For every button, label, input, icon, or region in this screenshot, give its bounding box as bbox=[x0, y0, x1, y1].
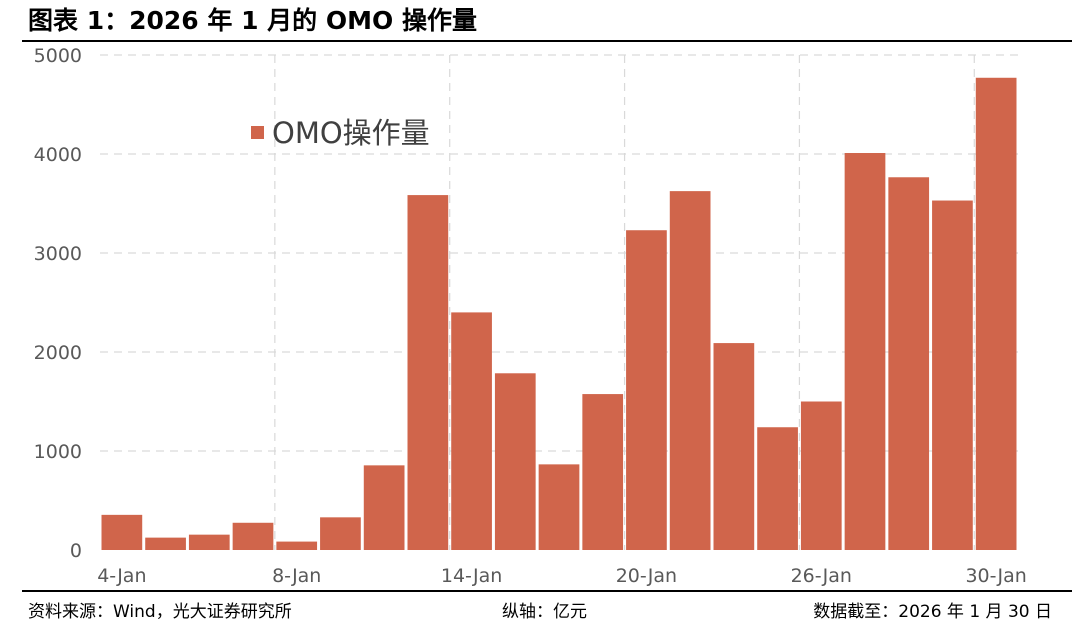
bar bbox=[451, 312, 492, 550]
y-axis-tick-labels: 0 1000 2000 3000 4000 5000 bbox=[34, 45, 82, 562]
bar bbox=[276, 541, 318, 550]
y-tick-label: 2000 bbox=[34, 342, 82, 364]
x-axis-tick-labels: 4-Jan 8-Jan 14-Jan 20-Jan 26-Jan 30-Jan bbox=[97, 565, 1027, 587]
bar bbox=[669, 191, 711, 550]
legend-label: OMO操作量 bbox=[272, 116, 430, 150]
bar-chart: 0 1000 2000 3000 4000 5000 4-Jan 8-Jan 14-Jan 20… bbox=[34, 45, 1027, 587]
bar bbox=[757, 427, 798, 550]
bar bbox=[844, 153, 886, 550]
bar bbox=[713, 343, 755, 550]
bar bbox=[582, 394, 624, 550]
y-tick-label: 4000 bbox=[34, 144, 82, 166]
bar bbox=[363, 465, 405, 550]
footer-divider bbox=[22, 590, 1072, 592]
legend: OMO操作量 bbox=[251, 116, 430, 150]
bar bbox=[232, 522, 274, 550]
bar bbox=[538, 464, 580, 550]
bar bbox=[626, 230, 667, 551]
bar bbox=[188, 534, 230, 550]
x-tick-label: 30-Jan bbox=[965, 565, 1026, 587]
bar bbox=[407, 195, 449, 550]
bar bbox=[888, 177, 930, 550]
bar bbox=[494, 373, 536, 550]
y-tick-label: 0 bbox=[70, 540, 82, 562]
gridlines bbox=[100, 54, 1018, 550]
source-note: 资料来源：Wind，光大证券研究所 bbox=[28, 602, 292, 622]
x-tick-label: 14-Jan bbox=[441, 565, 502, 587]
bar bbox=[101, 514, 143, 550]
x-tick-label: 26-Jan bbox=[791, 565, 852, 587]
bar bbox=[145, 537, 186, 550]
x-tick-label: 4-Jan bbox=[97, 565, 146, 587]
chart-title: 图表 1：2026 年 1 月的 OMO 操作量 bbox=[28, 6, 477, 35]
x-tick-label: 20-Jan bbox=[616, 565, 677, 587]
legend-swatch bbox=[251, 126, 264, 139]
data-date-note: 数据截至：2026 年 1 月 30 日 bbox=[813, 602, 1052, 622]
bar bbox=[320, 517, 361, 550]
bar-series bbox=[101, 77, 1017, 551]
y-tick-label: 3000 bbox=[34, 243, 82, 265]
y-tick-label: 5000 bbox=[34, 45, 82, 67]
title-divider bbox=[22, 40, 1072, 42]
bar bbox=[932, 200, 973, 550]
axis-unit-note: 纵轴：亿元 bbox=[502, 602, 587, 622]
x-tick-label: 8-Jan bbox=[272, 565, 321, 587]
bar bbox=[975, 77, 1017, 551]
y-tick-label: 1000 bbox=[34, 441, 82, 463]
bar bbox=[800, 401, 842, 550]
